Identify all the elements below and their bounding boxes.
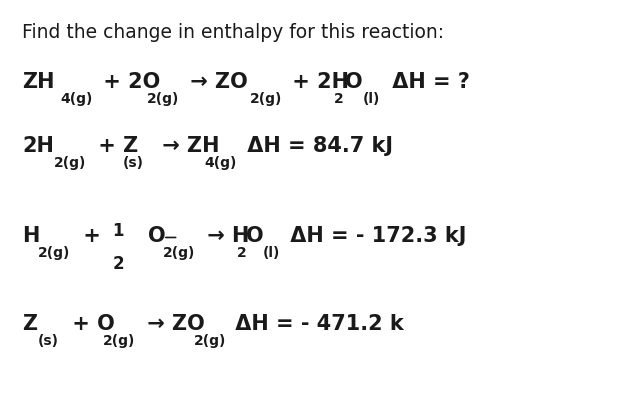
Text: → H: → H <box>200 226 249 246</box>
Text: ΔH = ?: ΔH = ? <box>385 72 470 92</box>
Text: + 2O: + 2O <box>96 72 160 92</box>
Text: ΔH = - 172.3 kJ: ΔH = - 172.3 kJ <box>283 226 467 246</box>
Text: 4(g): 4(g) <box>60 92 93 106</box>
Text: O: O <box>246 226 264 246</box>
Text: 2(g): 2(g) <box>103 334 136 348</box>
Text: O: O <box>345 72 363 92</box>
Text: (l): (l) <box>263 246 280 260</box>
Text: 2(g): 2(g) <box>194 334 226 348</box>
Text: 2(g): 2(g) <box>54 156 86 170</box>
Text: 2: 2 <box>112 255 124 273</box>
Text: (l): (l) <box>363 92 380 106</box>
Text: 1: 1 <box>112 222 124 240</box>
Text: ΔH = 84.7 kJ: ΔH = 84.7 kJ <box>240 136 393 156</box>
Text: Z: Z <box>22 314 37 334</box>
Text: → ZO: → ZO <box>140 314 205 334</box>
Text: 2(g): 2(g) <box>147 92 179 106</box>
Text: (s): (s) <box>38 334 59 348</box>
Text: + O: + O <box>65 314 115 334</box>
Text: 2(g): 2(g) <box>38 246 70 260</box>
Text: 2(g): 2(g) <box>163 246 195 260</box>
Text: 2(g): 2(g) <box>250 92 282 106</box>
Text: 4(g): 4(g) <box>204 156 236 170</box>
Text: H: H <box>22 226 39 246</box>
Text: 2: 2 <box>237 246 247 260</box>
Text: O: O <box>148 226 165 246</box>
Text: ΔH = - 471.2 k: ΔH = - 471.2 k <box>228 314 404 334</box>
Text: ZH: ZH <box>22 72 55 92</box>
Text: (s): (s) <box>123 156 144 170</box>
Text: Find the change in enthalpy for this reaction:: Find the change in enthalpy for this rea… <box>22 23 444 42</box>
Text: 2: 2 <box>334 92 344 106</box>
Text: → ZO: → ZO <box>183 72 248 92</box>
Text: 2H: 2H <box>22 136 54 156</box>
Text: +: + <box>76 226 101 246</box>
Text: → ZH: → ZH <box>155 136 219 156</box>
Text: + Z: + Z <box>91 136 138 156</box>
Text: + 2H: + 2H <box>285 72 349 92</box>
